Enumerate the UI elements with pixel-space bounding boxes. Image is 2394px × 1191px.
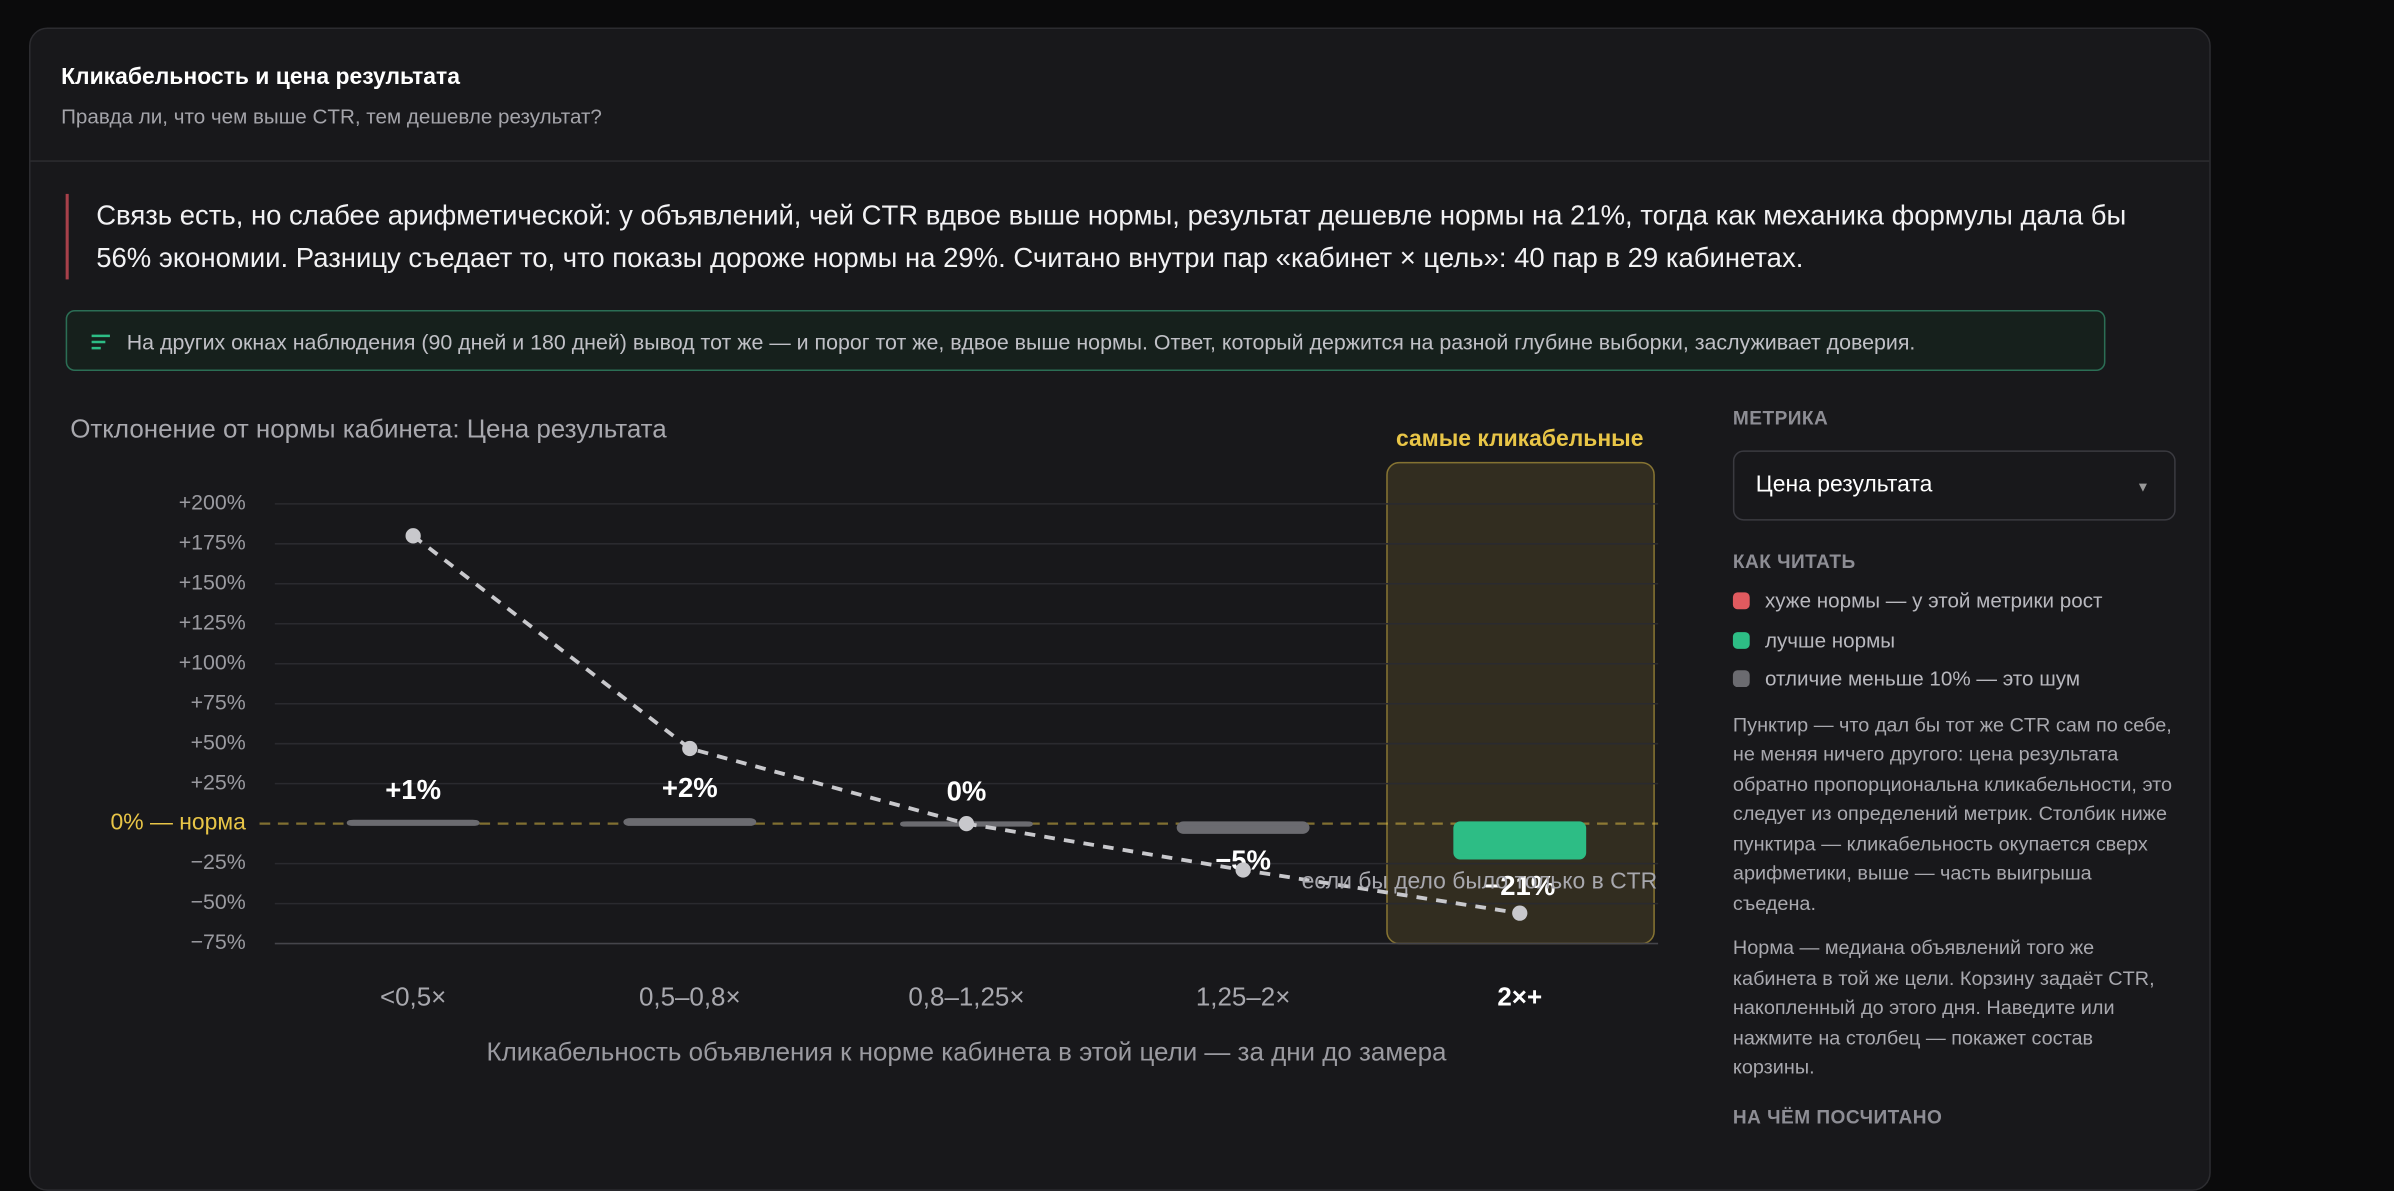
- chart: Отклонение от нормы кабинета: Цена резул…: [70, 415, 1659, 1066]
- x-tick-label: 1,25–2×: [1196, 983, 1290, 1011]
- metric-value: Цена результата: [1755, 471, 1933, 497]
- note-icon: [91, 334, 110, 350]
- y-tick-label: +50%: [191, 730, 246, 754]
- value-label: −21%: [1484, 870, 1555, 901]
- basis-heading: НА ЧЁМ ПОСЧИТАНО: [1732, 1106, 1943, 1128]
- value-label: 0%: [947, 775, 987, 806]
- title: Кликабельность и цена результата: [61, 64, 460, 91]
- ctr-point: [682, 740, 698, 757]
- legend-label: отличие меньше 10% — это шум: [1764, 667, 2081, 691]
- y-tick-label: +25%: [191, 770, 246, 794]
- y-tick-label: +75%: [191, 690, 246, 714]
- x-tick-label: 2×+: [1497, 983, 1542, 1011]
- ctr-point: [1235, 862, 1251, 878]
- divider: [30, 160, 2210, 162]
- value-label: +1%: [385, 774, 441, 805]
- legend-item: хуже нормы — у этой метрики рост: [1732, 586, 2176, 616]
- how-heading: КАК ЧИТАТЬ: [1732, 550, 1856, 572]
- legend-swatch: [1732, 670, 1750, 688]
- y-tick-label: +200%: [179, 490, 246, 514]
- value-label: +2%: [662, 772, 718, 803]
- metric-heading: МЕТРИКА: [1732, 407, 1829, 430]
- legend-label: хуже нормы — у этой метрики рост: [1764, 589, 2103, 613]
- y-tick-label: −50%: [191, 890, 246, 914]
- ctr-point: [405, 528, 421, 544]
- highlight-label: самые кликабельные: [1396, 425, 1643, 451]
- y-tick-label: +125%: [179, 610, 246, 634]
- paragraph: Норма — медиана объявлений того же кабин…: [1732, 935, 2155, 1078]
- select-arrow: ▼: [2136, 478, 2150, 494]
- y-tick-label: +175%: [179, 530, 246, 554]
- y-tick-label: +150%: [179, 570, 246, 594]
- x-tick-label: 0,5–0,8×: [639, 983, 741, 1011]
- summary: Связь есть, но слабее арифметической: у …: [65, 193, 2127, 280]
- legend: хуже нормы — у этой метрики рост лучше но…: [1732, 586, 2176, 694]
- bar: [623, 818, 757, 826]
- legend-swatch: [1732, 592, 1750, 610]
- ctr-line-label: если бы дело было только в CTR: [1302, 868, 1658, 894]
- note-text: На других окнах наблюдения (90 дней и 18…: [126, 329, 1916, 355]
- note: На других окнах наблюдения (90 дней и 18…: [65, 309, 2106, 372]
- y-tick-label: −25%: [191, 850, 246, 874]
- y-tick-label: +100%: [179, 650, 246, 674]
- legend-item: лучше нормы: [1732, 625, 2176, 655]
- ctr-point: [1512, 905, 1528, 921]
- bar: [1453, 821, 1587, 860]
- bar: [346, 819, 480, 826]
- metric-select[interactable]: Цена результата ▼: [1732, 449, 2176, 520]
- y-tick-label: −75%: [191, 930, 246, 954]
- legend-item: отличие меньше 10% — это шум: [1732, 664, 2176, 694]
- screen: Кликабельность и цена результата Правда …: [29, 27, 2211, 1191]
- legend-swatch: [1732, 631, 1750, 649]
- subtitle: Правда ли, что чем выше CTR, тем дешевле…: [61, 105, 602, 129]
- paragraphs: Пунктир — что дал бы тот же CTR сам по с…: [1733, 709, 2176, 1082]
- sidebar: МЕТРИКА Цена результата ▼ КАК ЧИТАТЬ хуже…: [1732, 405, 2176, 1133]
- panel: Кликабельность и цена результата Правда …: [29, 27, 2211, 1191]
- reference-label: 0% — норма: [111, 809, 247, 835]
- x-axis-label: Кликабельность объявления к норме кабине…: [486, 1038, 1447, 1066]
- ctr-line: [411, 534, 1521, 916]
- bar: [1176, 821, 1310, 834]
- paragraph: Пунктир — что дал бы тот же CTR сам по с…: [1732, 712, 2173, 914]
- legend-label: лучше нормы: [1764, 628, 1896, 652]
- x-tick-label: <0,5×: [380, 983, 446, 1011]
- chart-title: Отклонение от нормы кабинета: Цена резул…: [70, 415, 667, 443]
- ctr-point: [958, 815, 975, 832]
- x-tick-label: 0,8–1,25×: [908, 983, 1024, 1011]
